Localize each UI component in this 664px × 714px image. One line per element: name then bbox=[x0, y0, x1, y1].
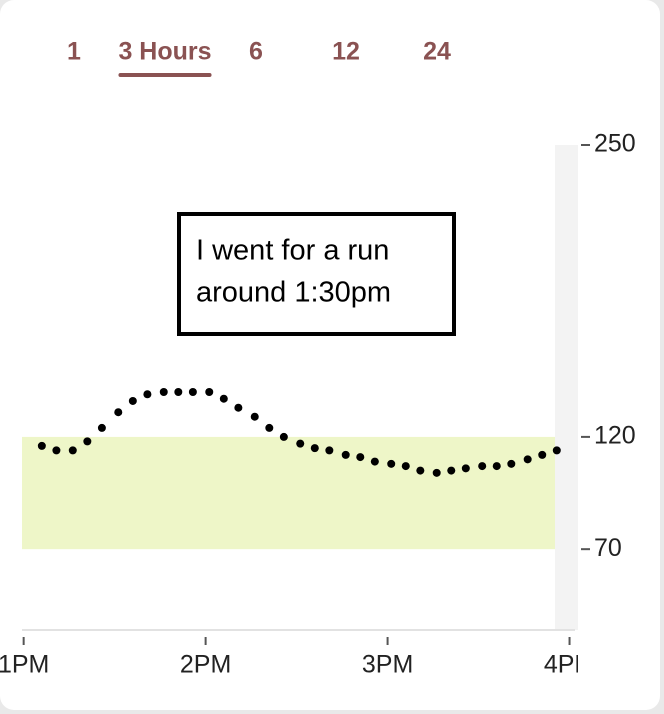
glucose-dot bbox=[159, 387, 168, 396]
x-tick-label: 2PM bbox=[180, 651, 231, 679]
glucose-dot bbox=[279, 432, 288, 441]
tab[interactable]: 1 bbox=[67, 38, 81, 66]
y-tick-label: 70 bbox=[594, 534, 622, 562]
x-tick-label: 4PM bbox=[544, 651, 595, 679]
glucose-dot bbox=[52, 446, 61, 455]
glucose-dot bbox=[296, 439, 305, 448]
glucose-dot bbox=[37, 441, 46, 450]
glucose-dot bbox=[461, 464, 470, 473]
glucose-dot bbox=[432, 468, 441, 477]
glucose-dot bbox=[188, 387, 197, 396]
glucose-dot bbox=[401, 462, 410, 471]
glucose-dot bbox=[128, 396, 137, 405]
tab[interactable]: 6 bbox=[249, 38, 263, 66]
tab-bar: 1 3 Hours 6 12 24 bbox=[67, 38, 451, 77]
annotation: I went for a run bbox=[196, 235, 389, 267]
glucose-dot bbox=[478, 462, 487, 471]
glucose-dot bbox=[174, 387, 183, 396]
glucose-dot bbox=[250, 412, 259, 421]
glucose-dot bbox=[538, 450, 547, 459]
glucose-dot bbox=[447, 466, 456, 475]
y-tick-label: 250 bbox=[594, 130, 636, 158]
glucose-dot bbox=[523, 455, 532, 464]
tab[interactable]: 24 bbox=[423, 38, 451, 66]
glucose-dot bbox=[492, 462, 501, 471]
glucose-dot bbox=[507, 459, 516, 468]
glucose-dot bbox=[356, 453, 365, 462]
glucose-dot bbox=[97, 423, 106, 432]
glucose-dot bbox=[552, 446, 561, 455]
tab[interactable]: 12 bbox=[332, 38, 360, 66]
annotation: around 1:30pm bbox=[196, 277, 391, 309]
x-tick-label: 3PM bbox=[362, 651, 413, 679]
tab-underline bbox=[118, 73, 212, 77]
target-range bbox=[22, 436, 555, 550]
glucose-dot bbox=[68, 446, 77, 455]
x-tick-label: 1PM bbox=[0, 651, 49, 679]
glucose-dot bbox=[143, 390, 152, 399]
glucose-dot bbox=[341, 450, 350, 459]
glucose-dot bbox=[219, 394, 228, 403]
y-tick-label: 120 bbox=[594, 422, 636, 450]
glucose-dot bbox=[205, 387, 214, 396]
axis-strip bbox=[555, 145, 578, 630]
glucose-dot bbox=[387, 459, 396, 468]
glucose-dot bbox=[310, 444, 319, 453]
glucose-dot bbox=[265, 423, 274, 432]
glucose-dot bbox=[325, 446, 334, 455]
tab[interactable]: 3 Hours bbox=[118, 38, 211, 66]
glucose-dot bbox=[83, 437, 92, 446]
glucose-dot bbox=[234, 403, 243, 412]
plot: 70 120 250 bbox=[22, 130, 636, 645]
x-labels: 1PM 2PM 3PM 4PM bbox=[0, 651, 595, 679]
annotation-box bbox=[177, 212, 456, 336]
glucose-dot bbox=[416, 466, 425, 475]
glucose-dot bbox=[114, 408, 123, 417]
glucose-dot bbox=[370, 457, 379, 466]
